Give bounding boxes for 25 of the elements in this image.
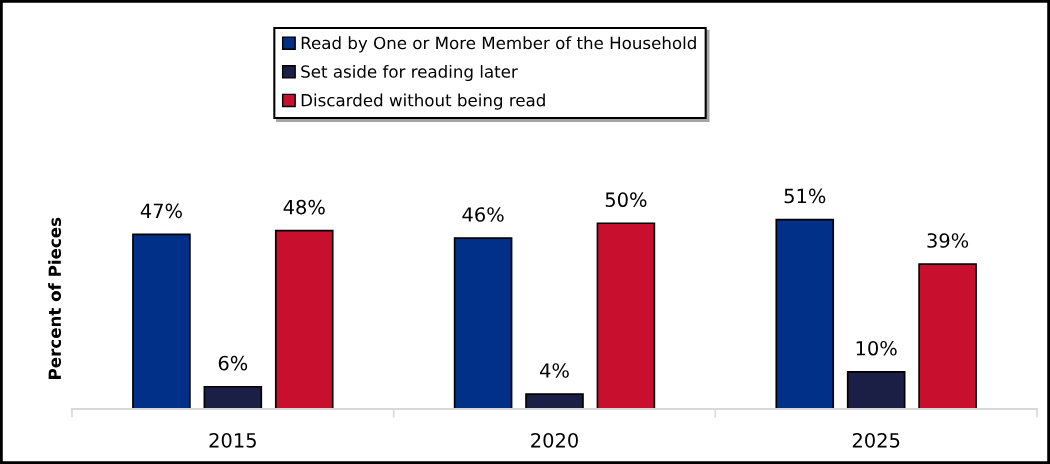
- x-tick-label: 2015: [209, 432, 256, 448]
- legend-label: Read by One or More Member of the Household: [301, 36, 696, 53]
- legend-label: Discarded without being read: [301, 93, 545, 110]
- data-label: 51%: [784, 188, 826, 204]
- bar: [918, 263, 977, 409]
- bar: [453, 237, 513, 409]
- bar: [203, 385, 263, 409]
- data-label: 46%: [462, 207, 504, 222]
- x-tick-label: 2025: [852, 432, 900, 448]
- bar: [775, 218, 835, 409]
- data-label: 10%: [856, 340, 897, 356]
- bar: [596, 222, 656, 409]
- x-tick-label: 2020: [531, 432, 578, 448]
- data-label: 47%: [140, 203, 182, 219]
- y-axis-title: Percent of Pieces: [48, 217, 62, 379]
- data-label: 48%: [283, 199, 325, 215]
- legend-label: Set aside for reading later: [301, 64, 518, 82]
- data-label: 4%: [540, 363, 569, 378]
- data-label: 39%: [927, 233, 969, 248]
- bar: [525, 393, 584, 409]
- data-label: 50%: [605, 192, 647, 208]
- bar: [132, 233, 191, 409]
- data-label: 6%: [218, 355, 248, 371]
- bar: [274, 229, 334, 409]
- bar: [846, 371, 906, 409]
